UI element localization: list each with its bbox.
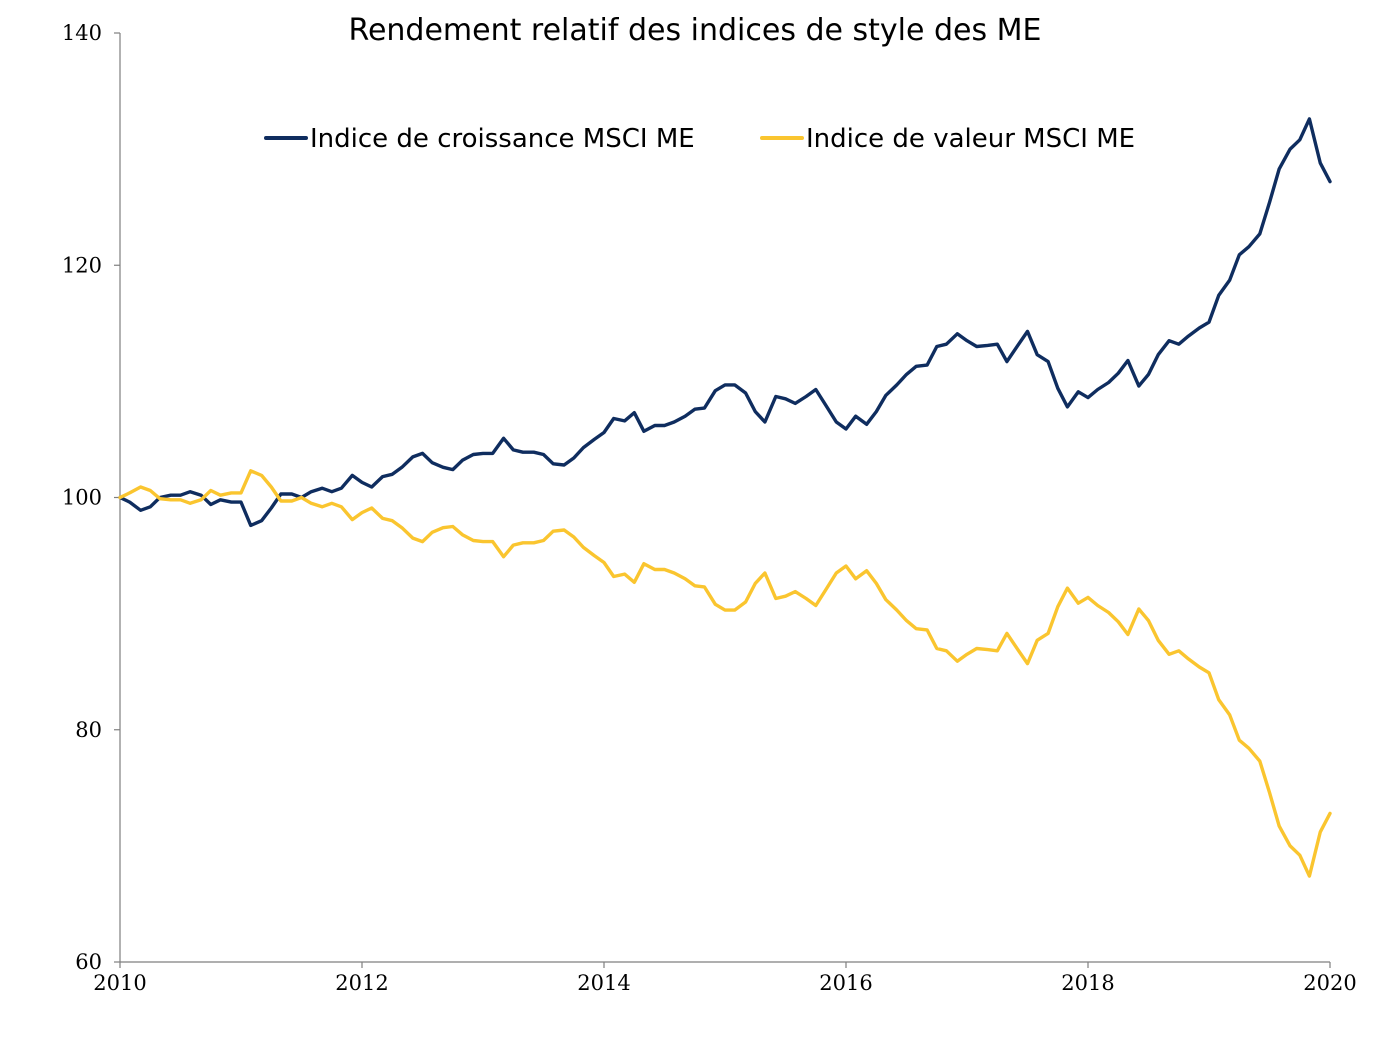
x-tick-label: 2014 <box>577 971 630 995</box>
chart-title: Rendement relatif des indices de style d… <box>348 13 1041 48</box>
x-tick-label: 2020 <box>1303 971 1356 995</box>
y-tick-label: 100 <box>62 486 102 510</box>
y-tick-label: 140 <box>62 21 102 45</box>
legend-label-valeur: Indice de valeur MSCI ME <box>806 124 1135 154</box>
series-line-valeur <box>118 469 1332 878</box>
series-layer <box>118 117 1332 878</box>
x-tick-label: 2018 <box>1061 971 1114 995</box>
x-tick-label: 2010 <box>93 971 146 995</box>
legend: Indice de croissance MSCI ME Indice de va… <box>264 124 1135 154</box>
y-tick-label: 60 <box>75 950 102 974</box>
series-line-croissance <box>118 117 1332 528</box>
x-tick-label: 2012 <box>335 971 388 995</box>
x-tick-label: 2016 <box>819 971 872 995</box>
axes: 60 80 100 120 140 2010 2012 2014 2016 2018 2020 <box>62 21 1357 995</box>
y-tick-label: 120 <box>62 253 102 277</box>
y-tick-label: 80 <box>75 718 102 742</box>
legend-label-croissance: Indice de croissance MSCI ME <box>310 124 695 154</box>
